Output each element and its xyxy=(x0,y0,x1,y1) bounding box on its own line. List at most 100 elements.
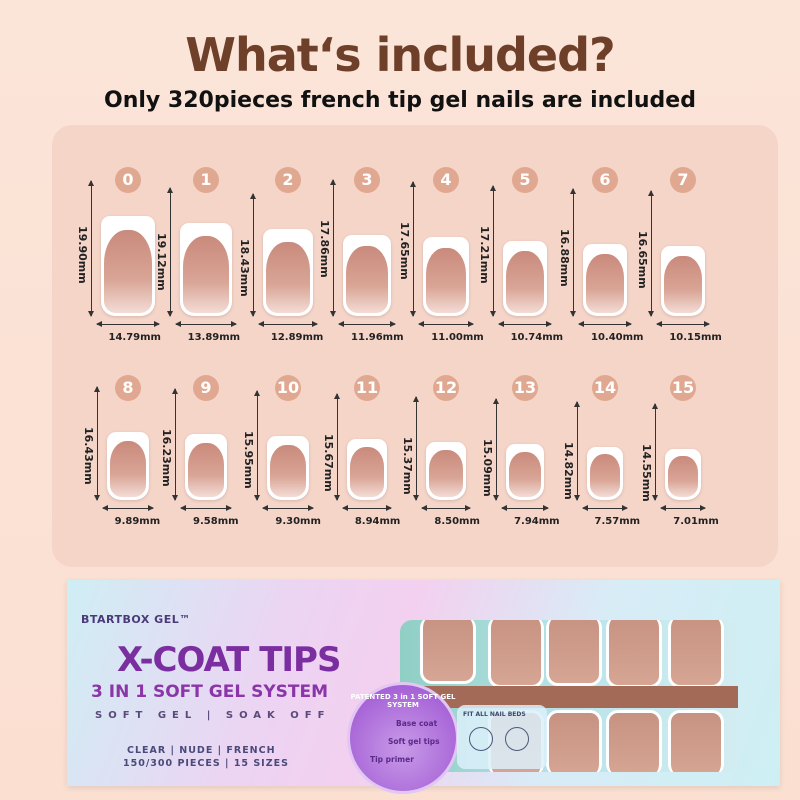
width-arrow xyxy=(660,505,706,511)
length-arrow xyxy=(573,400,580,502)
nail-bed xyxy=(589,454,621,497)
width-arrow xyxy=(421,505,471,511)
nail-bed xyxy=(265,241,311,313)
width-label: 13.89mm xyxy=(187,332,241,343)
width-arrow xyxy=(338,321,396,327)
length-arrow xyxy=(93,385,100,502)
size-badge: 0 xyxy=(115,167,141,193)
length-label: 15.95mm xyxy=(242,431,256,489)
nail-image xyxy=(661,245,705,316)
length-label: 14.55mm xyxy=(640,444,654,502)
length-arrow xyxy=(166,187,173,317)
nail-image xyxy=(346,438,388,500)
nail-bed xyxy=(509,451,541,497)
nail-bed xyxy=(188,442,224,497)
nail-tip xyxy=(420,620,476,684)
size-badge: 8 xyxy=(115,375,141,401)
nail-bed xyxy=(346,246,388,313)
nail-bed xyxy=(505,251,545,313)
length-arrow xyxy=(413,395,420,502)
length-arrow xyxy=(254,390,261,501)
fit-label: FIT ALL NAIL BEDS xyxy=(463,711,526,718)
product-features: SOFT GEL | SOAK OFF xyxy=(95,710,331,721)
length-label: 19.90mm xyxy=(75,225,89,284)
nail-image xyxy=(586,446,624,500)
size-badge: 7 xyxy=(670,167,696,193)
nail-bed xyxy=(109,441,147,497)
nail-tip xyxy=(606,620,662,688)
size-badge: 13 xyxy=(512,375,538,401)
width-label: 9.58mm xyxy=(193,516,239,527)
length-label: 15.67mm xyxy=(321,433,335,492)
layer-label: Base coat xyxy=(396,719,438,728)
patent-seal: PATENTED 3 in 1 SOFT GEL SYSTEM Base coa… xyxy=(347,682,459,794)
size-badge: 12 xyxy=(433,375,459,401)
nail-bed xyxy=(668,456,698,497)
nail-bed xyxy=(664,255,702,313)
size-chart-panel xyxy=(52,125,778,567)
length-label: 17.86mm xyxy=(318,219,332,278)
nail-tip xyxy=(606,710,662,772)
size-badge: 11 xyxy=(354,375,380,401)
length-label: 19.12mm xyxy=(154,233,168,291)
nail-bed-icon xyxy=(505,727,529,751)
product-pieces: 150/300 PIECES | 15 SIZES xyxy=(123,758,289,769)
seal-title: PATENTED 3 in 1 SOFT GEL SYSTEM xyxy=(350,693,456,709)
width-label: 10.15mm xyxy=(669,332,722,343)
size-badge: 9 xyxy=(193,375,219,401)
width-label: 9.30mm xyxy=(275,516,321,527)
length-arrow xyxy=(87,179,94,318)
length-arrow xyxy=(410,180,417,318)
width-arrow xyxy=(101,505,155,511)
nail-image xyxy=(179,223,233,316)
page-title: What‘s included? xyxy=(185,28,615,82)
width-arrow xyxy=(95,321,161,327)
nail-bed xyxy=(426,247,466,313)
length-label: 16.88mm xyxy=(558,228,571,287)
length-arrow xyxy=(172,387,179,502)
nail-tip xyxy=(546,620,602,686)
fit-badge: FIT ALL NAIL BEDS xyxy=(457,705,547,769)
length-arrow xyxy=(330,178,337,318)
tip-rail xyxy=(400,686,738,708)
length-arrow xyxy=(489,184,496,318)
brand-name: BTARTBOX GEL™ xyxy=(81,613,191,626)
width-arrow xyxy=(257,321,319,327)
width-label: 8.50mm xyxy=(434,516,480,527)
size-badge: 1 xyxy=(193,167,219,193)
width-arrow xyxy=(180,505,232,511)
width-label: 11.00mm xyxy=(431,332,484,343)
nail-image xyxy=(343,234,391,316)
width-label: 10.40mm xyxy=(591,332,644,343)
width-label: 14.79mm xyxy=(108,332,161,343)
width-label: 10.74mm xyxy=(510,332,564,343)
width-arrow xyxy=(656,321,711,327)
size-badge: 14 xyxy=(592,375,618,401)
width-arrow xyxy=(341,505,393,511)
nail-image xyxy=(423,236,469,316)
nail-tip xyxy=(488,620,544,688)
nail-image xyxy=(267,436,309,500)
nail-tip xyxy=(668,710,724,772)
length-label: 17.65mm xyxy=(398,221,412,280)
length-label: 14.82mm xyxy=(561,441,575,500)
nail-image xyxy=(502,240,548,316)
length-label: 15.37mm xyxy=(401,436,415,495)
nail-image xyxy=(262,229,314,316)
nail-image xyxy=(426,441,466,500)
width-arrow xyxy=(497,321,553,327)
length-label: 18.43mm xyxy=(237,239,251,298)
size-badge: 2 xyxy=(275,167,301,193)
length-arrow xyxy=(652,403,659,501)
layer-label: Tip primer xyxy=(370,755,414,764)
nail-tip xyxy=(668,620,724,688)
width-arrow xyxy=(581,505,629,511)
nail-tip xyxy=(546,710,602,772)
length-arrow xyxy=(493,398,500,501)
length-arrow xyxy=(648,189,655,318)
width-arrow xyxy=(501,505,549,511)
length-arrow xyxy=(570,187,576,318)
nail-image xyxy=(506,444,544,500)
size-badge: 3 xyxy=(354,167,380,193)
width-label: 7.01mm xyxy=(673,516,719,527)
